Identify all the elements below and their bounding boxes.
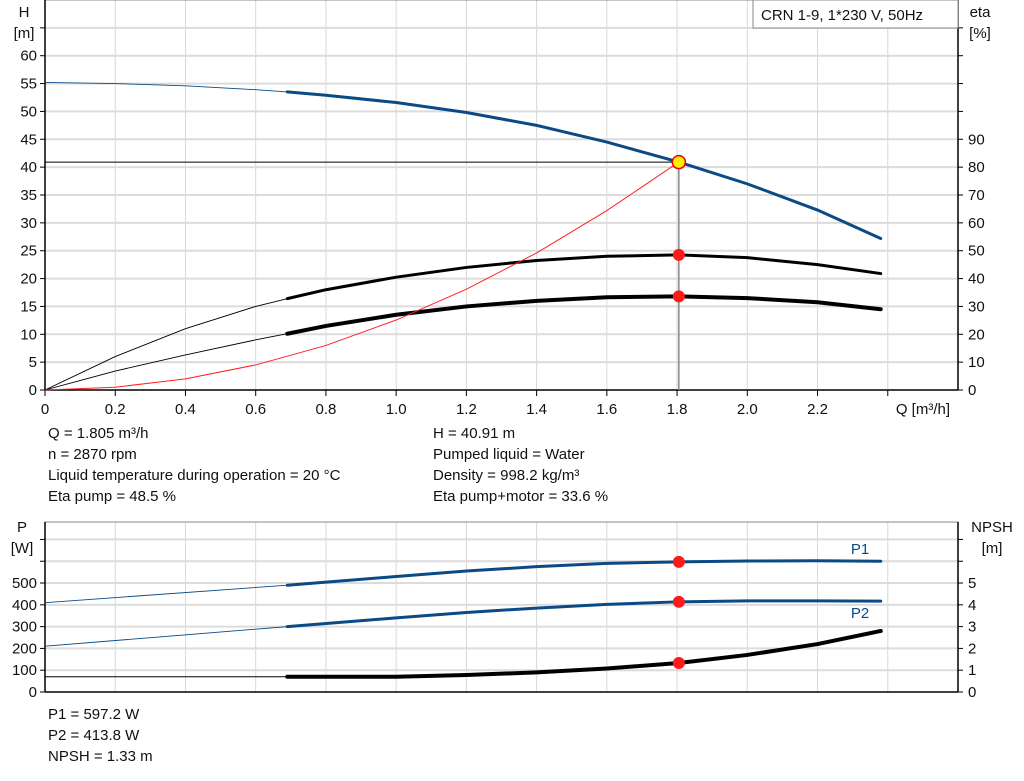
y-tick-label: 15 — [20, 298, 37, 315]
readout-right: H = 40.91 m Pumped liquid = Water Densit… — [433, 423, 608, 507]
curve-P2-extrapolated — [44, 626, 288, 647]
y-right-tick-label: 30 — [968, 298, 985, 315]
readout-npsh: NPSH = 1.33 m — [48, 748, 153, 765]
plot-frame — [44, 521, 959, 693]
y-label-right-unit: [%] — [969, 25, 991, 42]
y-label-right-unit: [m] — [982, 540, 1003, 557]
x-tick-label: 0.2 — [105, 401, 126, 418]
curve-NPSH — [285, 628, 883, 679]
readout-temp: Liquid temperature during operation = 20… — [48, 467, 341, 484]
readout-p2: P2 = 413.8 W — [48, 727, 140, 744]
y-tick-label: 300 — [12, 619, 37, 636]
duty-marker-eta-pump — [672, 248, 685, 261]
y-tick-label: 0 — [29, 382, 37, 399]
readout-liquid: Pumped liquid = Water — [433, 446, 585, 463]
title-box — [752, 0, 959, 29]
x-tick-label: 2.0 — [737, 401, 758, 418]
y-label-right: eta — [970, 4, 992, 21]
y-tick-label: 5 — [29, 354, 37, 371]
y-right-tick-label: 0 — [968, 684, 976, 701]
readout-h: H = 40.91 m — [433, 425, 516, 442]
y-right-tick-label: 3 — [968, 619, 976, 636]
series-label-p2: P2 — [851, 605, 869, 622]
y-tick-label: 10 — [20, 326, 37, 343]
readout-eta-pump-motor: Eta pump+motor = 33.6 % — [433, 488, 609, 505]
y-tick-label: 30 — [20, 215, 37, 232]
y-tick-label: 500 — [12, 575, 37, 592]
y-right-tick-label: 2 — [968, 640, 976, 657]
readout-q: Q = 1.805 m³/h — [48, 425, 149, 442]
x-tick-label: 0 — [41, 401, 49, 418]
y-label-left: H — [19, 4, 30, 21]
y-right-tick-label: 80 — [968, 159, 985, 176]
curve-H — [285, 90, 883, 240]
x-tick-label: 1.6 — [596, 401, 617, 418]
y-label-left-unit: [W] — [11, 540, 34, 557]
x-tick-label: 2.2 — [807, 401, 828, 418]
y-right-tick-label: 50 — [968, 243, 985, 260]
curve-eta_pump_motor-extrapolated — [44, 333, 288, 391]
y-right-tick-label: 10 — [968, 354, 985, 371]
x-tick-label: 0.6 — [245, 401, 266, 418]
y-tick-label: 60 — [20, 48, 37, 65]
chart-title: CRN 1-9, 1*230 V, 50Hz — [761, 7, 923, 24]
readout-p1: P1 = 597.2 W — [48, 706, 140, 723]
curve-eta_pump-extrapolated — [44, 298, 288, 391]
series-label-p1: P1 — [851, 541, 869, 558]
x-axis-label: Q [m³/h] — [896, 401, 950, 418]
curve-P1-extrapolated — [44, 584, 288, 604]
readout-eta-pump: Eta pump = 48.5 % — [48, 488, 176, 505]
duty-point-marker — [671, 154, 687, 170]
y-label-right: NPSH — [971, 519, 1013, 536]
readout-n: n = 2870 rpm — [48, 446, 137, 463]
x-tick-label: 1.0 — [386, 401, 407, 418]
y-tick-label: 400 — [12, 597, 37, 614]
y-tick-label: 40 — [20, 159, 37, 176]
y-tick-label: 200 — [12, 640, 37, 657]
y-right-tick-label: 5 — [968, 575, 976, 592]
duty-marker-p1 — [672, 555, 685, 568]
y-tick-label: 0 — [29, 684, 37, 701]
x-tick-label: 1.8 — [667, 401, 688, 418]
curve-P2 — [285, 599, 883, 629]
y-right-tick-label: 60 — [968, 215, 985, 232]
y-tick-label: 35 — [20, 187, 37, 204]
y-tick-label: 50 — [20, 103, 37, 120]
curve-system_curve — [44, 161, 680, 391]
y-tick-label: 55 — [20, 76, 37, 93]
curve-H-extrapolated — [44, 82, 288, 93]
y-right-tick-label: 40 — [968, 271, 985, 288]
x-tick-label: 1.2 — [456, 401, 477, 418]
y-tick-label: 25 — [20, 243, 37, 260]
y-right-tick-label: 1 — [968, 662, 976, 679]
x-tick-label: 0.8 — [315, 401, 336, 418]
y-right-tick-label: 90 — [968, 131, 985, 148]
x-tick-label: 0.4 — [175, 401, 196, 418]
readout-power: P1 = 597.2 W P2 = 413.8 W NPSH = 1.33 m — [48, 704, 153, 767]
curve-P1 — [285, 559, 883, 587]
duty-marker-p2 — [672, 595, 685, 608]
y-label-left-unit: [m] — [14, 25, 35, 42]
y-tick-label: 20 — [20, 271, 37, 288]
readout-left: Q = 1.805 m³/h n = 2870 rpm Liquid tempe… — [48, 423, 340, 507]
x-tick-label: 1.4 — [526, 401, 547, 418]
y-label-left: P — [17, 519, 27, 536]
y-right-tick-label: 70 — [968, 187, 985, 204]
duty-marker-npsh — [672, 657, 685, 670]
y-tick-label: 100 — [12, 662, 37, 679]
y-right-tick-label: 4 — [968, 597, 976, 614]
curve-eta_pump_motor — [285, 294, 883, 336]
readout-density: Density = 998.2 kg/m³ — [433, 467, 580, 484]
y-tick-label: 45 — [20, 131, 37, 148]
y-right-tick-label: 20 — [968, 326, 985, 343]
duty-marker-eta-pump-motor — [672, 290, 685, 303]
y-right-tick-label: 0 — [968, 382, 976, 399]
curve-eta_pump — [285, 253, 883, 301]
